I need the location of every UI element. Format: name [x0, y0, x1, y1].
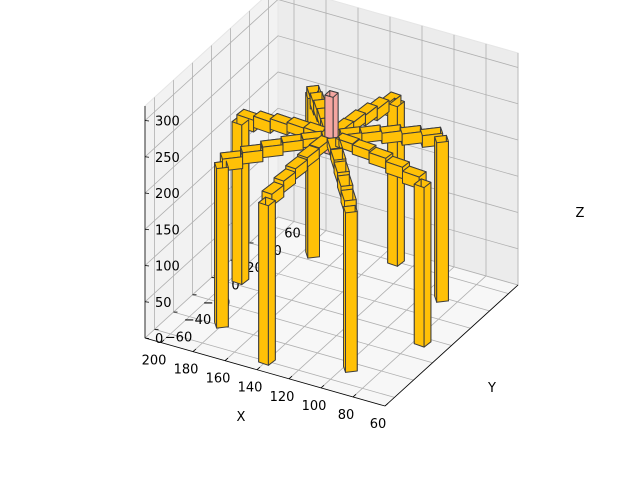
x-tick-label: 120	[270, 390, 295, 405]
x-tick-mark	[384, 403, 389, 407]
leg-1	[241, 119, 250, 286]
axis-lines	[144, 106, 519, 407]
x-tick-label: 100	[302, 399, 327, 414]
y-tick-label: −40	[184, 313, 211, 328]
x-tick-mark	[224, 357, 229, 361]
x-tick-label: 200	[142, 354, 167, 369]
x-tick-label: 140	[238, 381, 263, 396]
leg-7	[258, 202, 269, 366]
x-tick-mark	[320, 384, 325, 389]
x-tick-mark	[352, 394, 357, 398]
leg-5	[413, 183, 425, 348]
z-grid-line	[144, 35, 519, 158]
z-grid-line	[144, 0, 519, 121]
z-tick-mark	[144, 301, 150, 303]
leg-1	[231, 121, 243, 286]
x-tick-label: 180	[174, 363, 199, 378]
x-tick-label: 160	[206, 372, 231, 387]
y-axis-label: Y	[487, 381, 496, 396]
z-tick-label: 250	[155, 151, 180, 166]
y-axis-line	[384, 284, 519, 407]
x-tick-mark	[160, 339, 165, 343]
z-tick-label: 200	[155, 187, 180, 202]
x-tick-label: 60	[370, 417, 387, 432]
y-tick-label: 0	[231, 279, 239, 294]
x-axis-line	[144, 337, 386, 407]
arm-8-segment	[242, 149, 264, 165]
z-tick-mark	[144, 192, 150, 194]
arm-8-segment	[262, 144, 284, 159]
x-tick-label: 80	[338, 408, 355, 423]
y-tick-label: −60	[165, 330, 192, 345]
leg-6	[345, 211, 358, 373]
z-tick-mark	[144, 156, 150, 158]
x-tick-mark	[192, 348, 197, 352]
leg-5	[423, 181, 432, 348]
leg-8	[216, 166, 229, 329]
bar-structure	[214, 84, 449, 373]
x-tick-mark	[288, 375, 293, 380]
z-axis-label: Z	[576, 206, 585, 221]
arm-4-segment	[401, 131, 423, 146]
leg-7	[267, 200, 276, 366]
z-tick-label: 150	[155, 223, 180, 238]
z-tick-label: 300	[155, 115, 180, 130]
x-axis-label: X	[237, 410, 246, 425]
z-tick-label: 0	[155, 332, 163, 347]
z-tick-mark	[144, 120, 150, 122]
arm-8-segment	[282, 139, 304, 153]
arm-4-segment	[381, 130, 403, 145]
z-tick-mark	[144, 228, 150, 231]
z-tick-mark	[144, 337, 150, 339]
z-tick-mark	[144, 265, 150, 267]
z-grid-line	[144, 71, 519, 194]
axes-panes	[143, 0, 520, 407]
z-tick-label: 50	[155, 296, 172, 311]
z-tick-label: 100	[155, 260, 180, 275]
y-tick-label: 60	[284, 227, 301, 242]
leg-4	[436, 140, 449, 303]
x-tick-mark	[256, 366, 261, 371]
